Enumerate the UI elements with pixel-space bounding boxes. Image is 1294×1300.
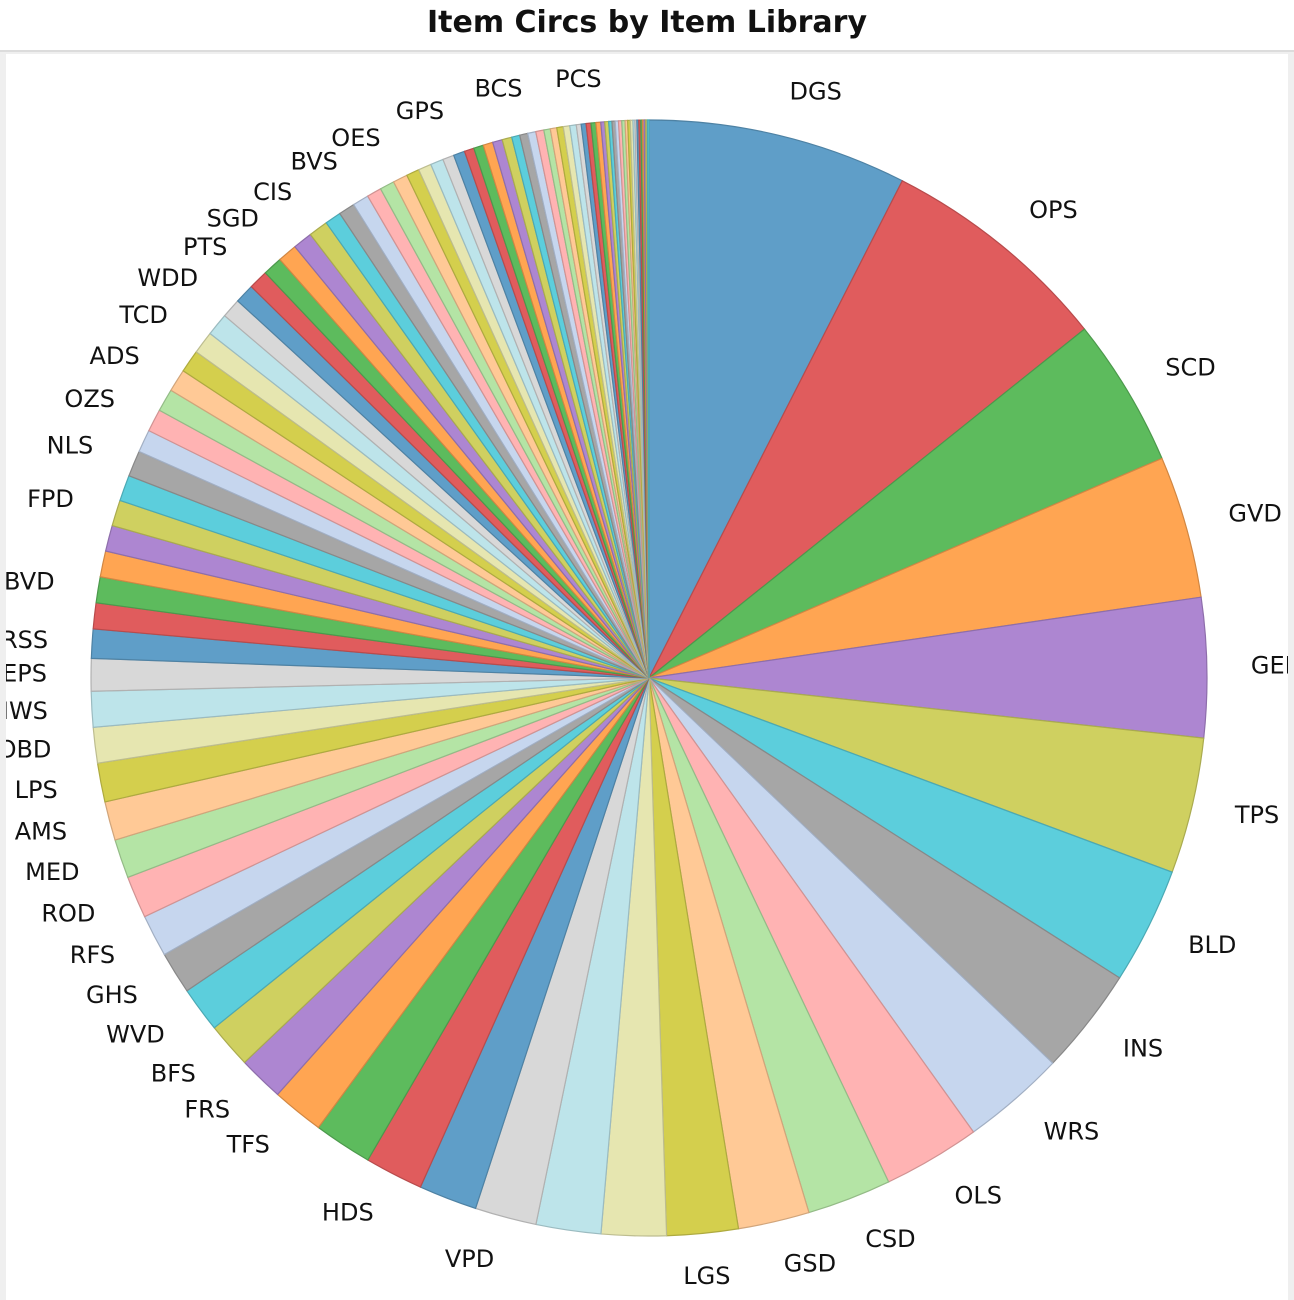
slice-label: GHS [86,981,138,1009]
slice-label: FRS [184,1095,230,1123]
slice-label: BLD [1188,931,1236,959]
chart-header: Item Circs by Item Library [0,0,1294,52]
slice-label: WRS [1044,1118,1100,1146]
slice-label: OES [331,124,380,152]
slice-label: PCS [555,65,601,93]
slice-label: TCD [118,301,168,329]
slice-label: MED [25,858,79,886]
slice-label: CIS [253,178,292,206]
slice-label: EPS [6,660,47,688]
slice-label: OPS [1029,196,1078,224]
slice-label: TFS [226,1131,270,1159]
pie-slice[interactable] [646,119,650,679]
slice-label: PTS [183,233,227,261]
slice-label: OBD [6,736,51,764]
slice-label: GVD [1228,500,1282,528]
slice-label: BCS [474,74,522,102]
slice-label: GED [1251,652,1288,680]
slice-label: SCD [1165,354,1215,382]
slice-label: OLS [955,1182,1003,1210]
slice-label: INS [1123,1034,1163,1062]
pie-slices [90,119,1208,1237]
slice-label: VPD [445,1245,494,1273]
pie-slice[interactable] [648,180,1086,679]
slice-label: LGS [683,1262,730,1290]
slice-label: FPD [27,485,74,513]
pie-slice[interactable] [648,119,904,679]
slice-label: BVS [291,148,338,176]
slice-label: RSS [6,626,48,654]
chart-title: Item Circs by Item Library [426,4,868,40]
slice-label: SGD [207,205,259,233]
slice-label: HWS [6,697,48,725]
pie-labels: DGS OPS SCD GVD GED TPS BLD INS WRS OLS CSD GSD LGS V… [6,65,1288,1290]
slice-label: ADS [90,342,140,370]
slice-label: BVD [6,568,55,596]
slice-label: LPS [15,776,58,804]
slice-label: ROD [41,899,95,927]
slice-label: CSD [865,1225,915,1253]
slice-label: RFS [70,941,115,969]
slice-label: WDD [137,264,198,292]
slice-label: NLS [47,432,94,460]
slice-label: GSD [784,1250,836,1278]
slice-label: AMS [15,817,67,845]
slice-label: DGS [790,78,842,106]
slice-label: BFS [151,1059,196,1087]
pie-chart: DGS OPS SCD GVD GED TPS BLD INS WRS OLS CSD GSD LGS V… [6,65,1288,1290]
slice-label: TPS [1234,801,1279,829]
slice-label: HDS [322,1198,374,1226]
slice-label: OZS [64,385,115,413]
slice-label: GPS [396,97,444,125]
slice-label: WVD [106,1021,165,1049]
chart-panel: DGS OPS SCD GVD GED TPS BLD INS WRS OLS CSD GSD LGS V… [6,54,1288,1300]
